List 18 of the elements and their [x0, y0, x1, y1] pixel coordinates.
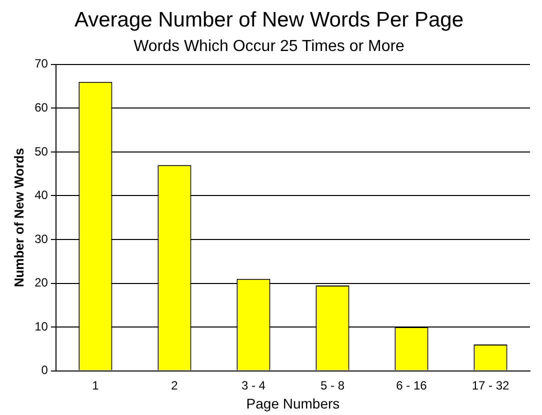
x-axis-title: Page Numbers	[246, 395, 340, 412]
y-tick-label: 20	[34, 276, 48, 290]
y-tick-label: 10	[34, 319, 48, 334]
y-tick-label: 70	[34, 56, 48, 71]
x-tick-label: 2	[171, 378, 178, 392]
x-tick-label: 6 - 16	[396, 378, 428, 392]
x-tick-label: 1	[92, 378, 100, 392]
y-tick-label: 60	[34, 100, 48, 114]
chart-title: Average Number of New Words Per Page	[74, 8, 464, 32]
x-tick-label: 17 - 32	[472, 378, 510, 392]
y-tick-label: 40	[34, 188, 48, 202]
y-tick-label: 50	[34, 144, 48, 158]
y-tick-label: 30	[34, 232, 48, 246]
y-axis-title: Number of New Words	[11, 148, 26, 288]
y-tick-label: 0	[41, 363, 48, 378]
x-tick-label: 3 - 4	[241, 378, 266, 392]
x-tick-label: 5 - 8	[320, 378, 345, 392]
chart-subtitle: Words Which Occur 25 Times or More	[134, 38, 405, 56]
